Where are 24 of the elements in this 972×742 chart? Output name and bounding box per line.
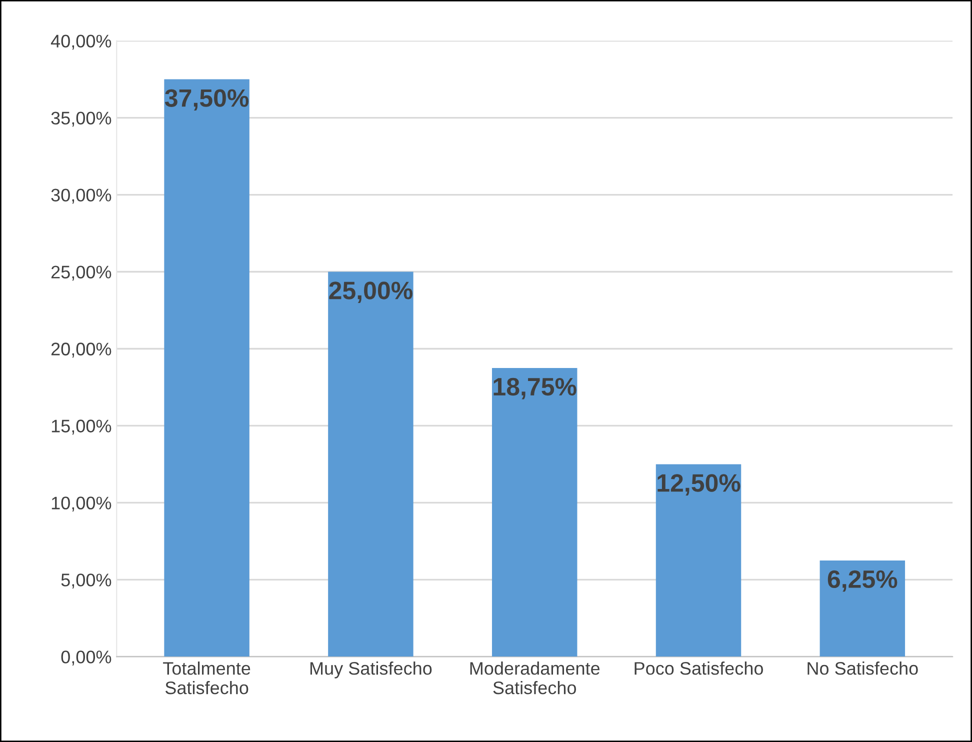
- y-tick-label: 10,00%: [52, 496, 112, 512]
- bar: [492, 368, 578, 657]
- x-tick-label: Poco Satisfecho: [634, 662, 763, 675]
- bar: [656, 464, 742, 657]
- y-tick-label: 5,00%: [61, 574, 112, 589]
- y-tick-label: 35,00%: [51, 112, 112, 127]
- bar: [328, 272, 414, 657]
- data-label: 6,25%: [828, 570, 898, 592]
- data-label: 18,75%: [494, 378, 576, 400]
- data-label: 25,00%: [329, 282, 412, 303]
- y-tick-label: 40,00%: [50, 34, 112, 50]
- data-label: 12,50%: [658, 474, 740, 496]
- y-tick-label: 20,00%: [51, 342, 112, 358]
- bar: [164, 79, 250, 657]
- y-tick-label: 15,00%: [52, 420, 112, 435]
- x-tick-label: Moderadamente Satisfecho: [470, 662, 600, 694]
- data-label: 37,50%: [164, 89, 249, 111]
- y-tick-label: 30,00%: [51, 188, 112, 204]
- y-tick-label: 0,00%: [61, 650, 112, 666]
- y-tick-label: 25,00%: [51, 266, 112, 281]
- x-tick-label: Muy Satisfecho: [310, 662, 432, 678]
- x-tick-label: Totalmente Satisfecho: [163, 662, 250, 694]
- bar: [820, 560, 906, 657]
- x-tick-label: No Satisfecho: [808, 662, 918, 675]
